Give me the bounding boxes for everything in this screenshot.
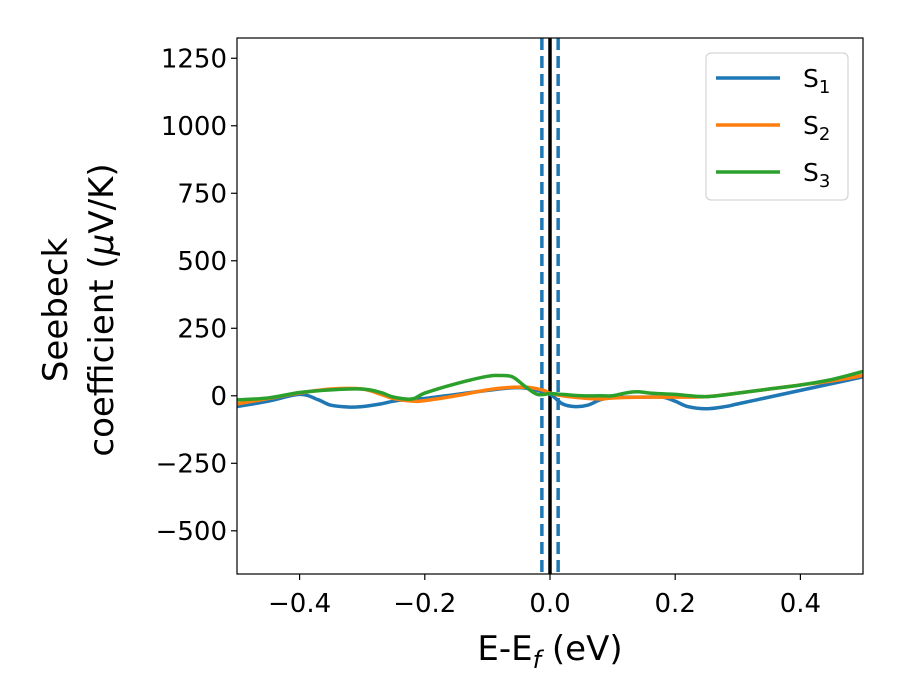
y-tick-label: 1250 [161, 44, 227, 74]
x-tick-label: 0.4 [780, 589, 821, 619]
x-axis-title-unit: (eV) [541, 629, 623, 669]
y-tick-label: 0 [210, 382, 227, 412]
y-axis-title-prefix: coefficient ( [82, 255, 122, 456]
y-tick-label: −250 [156, 449, 227, 479]
y-axis-title-line1: Seebeck [36, 238, 76, 383]
x-axis: −0.4 −0.2 0.0 0.2 0.4 [268, 574, 821, 619]
legend-label-main: S [803, 64, 819, 93]
legend-label-s2: S2 [803, 111, 830, 145]
y-tick-label: 500 [177, 247, 227, 277]
series-line-s1 [237, 375, 863, 411]
legend-label-subscript: 1 [819, 77, 830, 98]
y-tick-label: 1000 [161, 112, 227, 142]
legend-label-main: S [803, 111, 819, 140]
legend-label-s1: S1 [803, 64, 830, 98]
x-tick-label: 0.2 [655, 589, 696, 619]
series-line-s3 [237, 369, 863, 402]
x-axis-title-main: E-E [477, 629, 532, 669]
series-lines [237, 369, 863, 411]
y-axis-title-mu: μ [82, 234, 122, 257]
x-tick-label: 0.0 [529, 589, 570, 619]
y-tick-label: 750 [177, 179, 227, 209]
vertical-reference-lines [540, 38, 560, 574]
legend-label-subscript: 3 [819, 171, 830, 192]
x-axis-title: E-Ef (eV) [477, 629, 622, 674]
legend-label-main: S [803, 158, 819, 187]
legend-label-s3: S3 [803, 158, 830, 192]
x-tick-label: −0.4 [268, 589, 331, 619]
y-tick-label: 250 [177, 314, 227, 344]
legend-label-subscript: 2 [819, 124, 830, 145]
y-axis-title-line2: coefficient (μV/K) [82, 163, 122, 456]
y-axis-title-suffix: V/K) [82, 163, 122, 233]
x-tick-label: −0.2 [393, 589, 456, 619]
y-axis: −500 −250 0 250 500 750 1000 1250 [156, 44, 237, 547]
y-tick-label: −500 [156, 517, 227, 547]
